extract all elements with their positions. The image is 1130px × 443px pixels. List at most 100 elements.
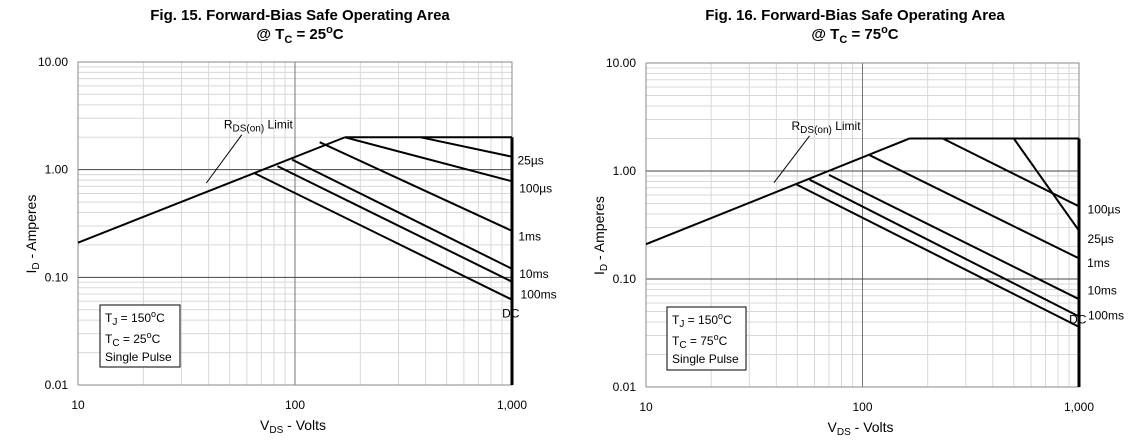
single-pulse-label: Single Pulse [672, 352, 739, 366]
chart-title: Fig. 15. Forward-Bias Safe Operating Are… [90, 7, 510, 46]
series-label: 100ms [521, 288, 557, 302]
series-line [276, 165, 513, 283]
x-axis-label: VDS - Volts [828, 419, 894, 438]
label-main: V [828, 419, 838, 435]
rds-limit-pointer [773, 135, 810, 183]
conditions-box [666, 306, 747, 371]
series-line [319, 141, 513, 232]
degree: o [714, 332, 719, 342]
series-label: 100µs [1088, 203, 1121, 217]
x-tick-label: 10 [639, 400, 653, 414]
tc-label: TC = 75oC [672, 332, 728, 351]
label-rest: - Volts [851, 419, 894, 435]
x-tick-label: 100 [285, 398, 305, 412]
label-main: V [260, 417, 270, 433]
label-sub: C [679, 340, 686, 351]
series-line [794, 183, 1080, 328]
label-main: R [792, 119, 801, 133]
series-label: DC [1069, 313, 1087, 327]
label-sub: DS [269, 425, 283, 436]
degree: o [718, 311, 723, 321]
series-label: 10ms [519, 267, 548, 281]
label-sub: D [599, 264, 610, 271]
label-main: R [224, 118, 233, 132]
label-main: T [672, 334, 680, 348]
label-sub: D [31, 262, 42, 269]
label-sub: DS(on) [800, 125, 832, 136]
chart-subtitle: @ TC = 25oC [256, 24, 344, 46]
label-rest: = 150 [117, 311, 151, 325]
label-rest: - Amperes [23, 195, 39, 263]
x-tick-label: 10 [71, 398, 85, 412]
series-label: 1ms [1087, 256, 1110, 270]
unit: C [156, 311, 165, 325]
conditions-box [99, 304, 181, 368]
chart-title-text: Fig. 15. Forward-Bias Safe Operating Are… [150, 7, 450, 24]
label-rest: = 75 [687, 334, 714, 348]
series-line [1012, 137, 1080, 232]
y-axis-label: ID - Amperes [23, 195, 42, 274]
y-tick-label: 0.01 [45, 378, 69, 392]
chart-fig16: Fig. 16. Forward-Bias Safe Operating Are… [565, 0, 1130, 443]
label-rest: Limit [264, 118, 293, 132]
tc-label: TC = 25oC [105, 330, 161, 349]
series-label: 1ms [518, 229, 541, 243]
series-label: 10ms [1088, 284, 1117, 298]
series-line [344, 136, 513, 183]
single-pulse-label: Single Pulse [105, 350, 172, 364]
series-line [809, 178, 1080, 318]
degree: o [147, 330, 152, 340]
label-rest: = 150 [684, 313, 718, 327]
chart-fig15: Fig. 15. Forward-Bias Safe Operating Are… [23, 7, 557, 436]
rds-limit-pointer [205, 134, 243, 184]
rds-limit-line [645, 137, 910, 246]
label-rest: - Amperes [591, 196, 607, 264]
y-tick-label: 0.10 [45, 270, 69, 284]
unit: C [723, 313, 732, 327]
y-axis-label: ID - Amperes [591, 196, 610, 275]
label-sub: DS(on) [233, 124, 265, 135]
y-tick-label: 10.00 [38, 55, 68, 69]
rds-limit-label: RDS(on) Limit [792, 119, 862, 136]
label-sub: J [112, 317, 117, 328]
x-tick-label: 100 [852, 400, 872, 414]
series-line [291, 158, 513, 270]
chart-plot: 10 100 1,000 10.00 1.00 0.10 0.01 RDS(on) Limit… [591, 56, 1124, 438]
rds-limit-line [77, 136, 346, 244]
series-line [420, 136, 513, 158]
label-main: I [591, 271, 607, 275]
label-main: T [672, 313, 680, 327]
chart-title: Fig. 16. Forward-Bias Safe Operating Are… [645, 7, 1065, 46]
chart-subtitle: @ TC = 75oC [811, 24, 899, 46]
series-line [828, 174, 1080, 301]
series-label: 25µs [1088, 232, 1114, 246]
series-line [942, 137, 1080, 208]
label-main: T [105, 311, 113, 325]
unit: C [152, 332, 161, 346]
series-label: DC [502, 307, 520, 321]
label-sub: J [679, 319, 684, 330]
label-main: T [105, 332, 113, 346]
label-rest: - Volts [283, 417, 326, 433]
series-label: 25µs [517, 153, 543, 167]
tj-label: TJ = 150oC [672, 311, 732, 330]
rds-limit-label: RDS(on) Limit [224, 118, 294, 135]
y-tick-label: 1.00 [613, 164, 637, 178]
chart-plot: 10 100 1,000 10.00 1.00 0.10 0.01 RDS(on) Limit… [23, 55, 557, 436]
series-line [253, 172, 513, 301]
label-rest: Limit [832, 119, 861, 133]
chart-title-text: Fig. 16. Forward-Bias Safe Operating Are… [705, 7, 1005, 24]
label-rest: = 25 [120, 332, 147, 346]
series-line [869, 154, 1080, 260]
series-label: 100ms [1088, 308, 1124, 322]
x-axis-label: VDS - Volts [260, 417, 326, 436]
x-tick-label: 1,000 [1064, 400, 1094, 414]
unit: C [719, 334, 728, 348]
y-tick-label: 0.01 [613, 380, 637, 394]
series-label: 100µs [519, 181, 552, 195]
y-tick-label: 0.10 [613, 272, 637, 286]
x-tick-label: 1,000 [497, 398, 527, 412]
y-tick-label: 10.00 [606, 56, 636, 70]
label-sub: DS [837, 427, 851, 438]
tj-label: TJ = 150oC [105, 309, 165, 328]
